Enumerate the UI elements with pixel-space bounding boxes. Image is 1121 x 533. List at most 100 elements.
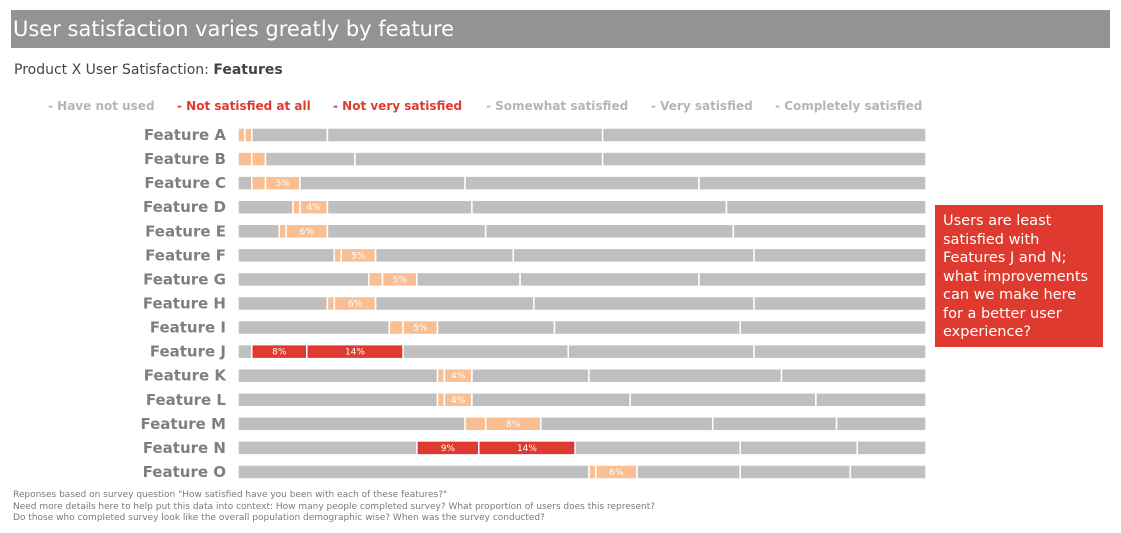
subtitle-bold: Features <box>213 62 283 78</box>
bar-feature-g-somewhat-satisfied <box>416 271 521 288</box>
bar-feature-j-somewhat-satisfied <box>402 343 569 360</box>
bar-feature-i-completely-satisfied <box>739 319 927 336</box>
data-label-feature-n-not-satisfied-at-all: 9% <box>441 444 456 454</box>
footnote-line-1: Reponses based on survey question "How s… <box>13 490 448 500</box>
bar-feature-b-completely-satisfied <box>601 151 927 167</box>
bar-feature-m-very-satisfied <box>711 416 838 432</box>
category-label-feature-l: Feature L <box>146 391 227 409</box>
bar-feature-m-somewhat-satisfied <box>539 416 714 432</box>
bar-feature-k-completely-satisfied <box>780 367 927 384</box>
bar-feature-f-completely-satisfied <box>753 247 927 264</box>
bar-feature-d-somewhat-satisfied <box>326 199 473 215</box>
bar-feature-f-somewhat-satisfied <box>374 247 514 264</box>
chart-subtitle: Product X User Satisfaction: Features <box>14 62 283 78</box>
bar-feature-o-not-satisfied-at-all <box>588 464 597 480</box>
bar-feature-n-somewhat-satisfied <box>574 440 741 456</box>
bar-feature-e-not-satisfied-at-all <box>278 223 287 240</box>
bar-feature-d-very-satisfied <box>471 199 728 215</box>
bar-feature-i-very-satisfied <box>553 319 741 336</box>
bar-feature-m-completely-satisfied <box>835 416 927 432</box>
banner-title: User satisfaction varies greatly by feat… <box>11 10 1110 48</box>
bar-feature-b-not-very-satisfied <box>251 151 267 167</box>
category-label-feature-b: Feature B <box>144 150 226 168</box>
bar-feature-c-somewhat-satisfied <box>299 175 466 191</box>
bar-feature-k-not-satisfied-at-all <box>436 367 446 384</box>
bar-feature-j-have-not-used <box>237 343 253 360</box>
bar-feature-a-not-very-satisfied <box>244 127 253 143</box>
bar-feature-c-have-not-used <box>237 175 253 191</box>
footnote-line-3: Do those who completed survey look like … <box>13 513 545 523</box>
bar-feature-o-have-not-used <box>237 464 590 480</box>
bar-feature-k-have-not-used <box>237 367 439 384</box>
bar-feature-b-not-satisfied-at-all <box>237 151 253 167</box>
bar-feature-i-not-satisfied-at-all <box>388 319 404 336</box>
bar-feature-k-very-satisfied <box>588 367 783 384</box>
category-label-feature-o: Feature O <box>143 463 226 481</box>
category-label-feature-a: Feature A <box>144 126 227 144</box>
data-label-feature-j-not-very-satisfied: 14% <box>345 348 365 358</box>
bar-feature-e-completely-satisfied <box>732 223 927 240</box>
subtitle-prefix: Product X User Satisfaction: <box>14 62 214 78</box>
bar-feature-a-completely-satisfied <box>601 127 927 143</box>
bar-feature-i-somewhat-satisfied <box>436 319 556 336</box>
bar-feature-g-have-not-used <box>237 271 370 288</box>
bar-feature-d-not-satisfied-at-all <box>292 199 301 215</box>
bar-feature-o-somewhat-satisfied <box>636 464 741 480</box>
data-label-feature-h-not-very-satisfied: 6% <box>348 299 363 309</box>
legend-item-not-very-satisfied: - Not very satisfied <box>333 99 463 113</box>
data-label-feature-g-not-very-satisfied: 5% <box>393 275 408 285</box>
bar-feature-e-have-not-used <box>237 223 281 240</box>
data-label-feature-j-not-satisfied-at-all: 8% <box>272 348 287 358</box>
legend-item-very-satisfied: - Very satisfied <box>651 99 753 113</box>
category-label-feature-g: Feature G <box>143 270 226 288</box>
bar-feature-i-have-not-used <box>237 319 391 336</box>
bar-feature-c-not-satisfied-at-all <box>251 175 267 191</box>
bar-feature-a-very-satisfied <box>326 127 604 143</box>
data-label-feature-n-not-very-satisfied: 14% <box>517 444 537 454</box>
bar-feature-d-completely-satisfied <box>725 199 927 215</box>
category-label-feature-k: Feature K <box>144 367 228 385</box>
bar-feature-o-completely-satisfied <box>849 464 927 480</box>
bar-feature-a-somewhat-satisfied <box>251 127 329 143</box>
category-label-feature-d: Feature D <box>143 198 226 216</box>
legend-item-completely-satisfied: - Completely satisfied <box>775 99 923 113</box>
bar-feature-c-completely-satisfied <box>698 175 927 191</box>
bar-feature-l-have-not-used <box>237 392 439 408</box>
legend-item-have-not-used: - Have not used <box>48 99 155 113</box>
data-label-feature-f-not-very-satisfied: 5% <box>351 251 366 261</box>
bar-feature-m-have-not-used <box>237 416 466 432</box>
data-label-feature-e-not-very-satisfied: 6% <box>300 227 315 237</box>
bar-feature-j-completely-satisfied <box>753 343 927 360</box>
bar-feature-h-have-not-used <box>237 295 329 312</box>
data-label-feature-m-not-very-satisfied: 8% <box>506 420 521 430</box>
bar-feature-l-completely-satisfied <box>815 392 927 408</box>
data-label-feature-d-not-very-satisfied: 4% <box>307 203 322 213</box>
insight-callout: Users are least satisfied with Features … <box>935 205 1103 347</box>
bar-feature-b-somewhat-satisfied <box>264 151 356 167</box>
category-label-feature-h: Feature H <box>143 294 226 312</box>
category-label-feature-n: Feature N <box>143 439 226 457</box>
bar-feature-n-very-satisfied <box>739 440 858 456</box>
category-label-feature-e: Feature E <box>145 222 226 240</box>
bar-feature-f-have-not-used <box>237 247 336 264</box>
bar-feature-e-somewhat-satisfied <box>326 223 487 240</box>
category-label-feature-j: Feature J <box>150 343 226 361</box>
data-label-feature-o-not-very-satisfied: 6% <box>609 468 624 478</box>
bar-feature-h-very-satisfied <box>533 295 755 312</box>
footnote: Reponses based on survey question "How s… <box>13 490 655 525</box>
data-label-feature-c-not-very-satisfied: 5% <box>276 179 291 189</box>
bar-feature-g-not-satisfied-at-all <box>367 271 384 288</box>
bar-feature-h-completely-satisfied <box>753 295 927 312</box>
bar-feature-a-not-satisfied-at-all <box>237 127 246 143</box>
bar-feature-g-very-satisfied <box>519 271 700 288</box>
bar-feature-b-very-satisfied <box>354 151 604 167</box>
legend-item-somewhat-satisfied: - Somewhat satisfied <box>486 99 629 113</box>
bar-feature-k-somewhat-satisfied <box>471 367 590 384</box>
data-label-feature-k-not-very-satisfied: 4% <box>451 372 466 382</box>
bar-feature-g-completely-satisfied <box>698 271 927 288</box>
bar-feature-f-very-satisfied <box>512 247 755 264</box>
bar-feature-h-somewhat-satisfied <box>374 295 535 312</box>
bar-feature-l-somewhat-satisfied <box>471 392 631 408</box>
bar-feature-d-have-not-used <box>237 199 294 215</box>
